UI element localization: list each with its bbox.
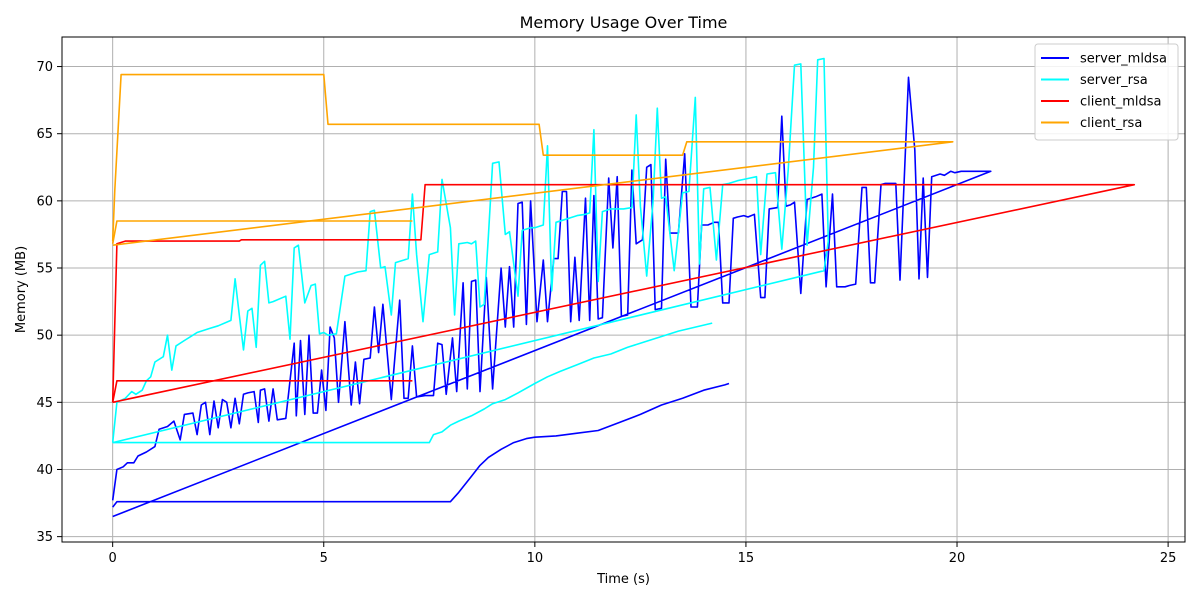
- y-tick-label: 60: [36, 194, 53, 209]
- axis-ticks: 0 5 10 15 20 25 35 40 45 50 55 60 65 70: [36, 60, 1176, 566]
- x-tick-label: 5: [320, 551, 328, 566]
- legend-box: [1034, 43, 1179, 141]
- y-tick-label: 35: [36, 530, 53, 545]
- legend-label: client_rsa: [1080, 116, 1142, 131]
- y-tick-label: 70: [36, 60, 53, 75]
- y-tick-label: 65: [36, 127, 53, 142]
- x-tick-label: 15: [738, 551, 755, 566]
- x-tick-label: 25: [1160, 551, 1177, 566]
- legend-label: server_rsa: [1080, 73, 1148, 88]
- chart-title: Memory Usage Over Time: [520, 13, 728, 32]
- x-tick-label: 10: [527, 551, 544, 566]
- plot-frame: [61, 36, 1186, 543]
- series-line-server-mldsa: [111, 76, 992, 518]
- series-lines: [111, 57, 1136, 518]
- series-line-client-rsa-b: [111, 220, 413, 244]
- series-line-client-rsa: [111, 73, 954, 246]
- series-line-server-mldsa-b: [112, 382, 730, 508]
- x-tick-label: 0: [109, 551, 117, 566]
- series-line-client-mldsa-b: [111, 379, 413, 403]
- legend-label: server_mldsa: [1080, 52, 1167, 67]
- legend-label: client_mldsa: [1080, 95, 1161, 110]
- x-tick-label: 20: [949, 551, 966, 566]
- x-axis-label: Time (s): [596, 572, 650, 587]
- y-tick-label: 40: [36, 463, 53, 478]
- y-axis-label: Memory (MB): [14, 246, 29, 333]
- series-line-server-rsa: [111, 57, 830, 444]
- y-tick-label: 45: [36, 396, 53, 411]
- series-line-server-rsa-b: [112, 322, 713, 444]
- legend: server_mldsa server_rsa client_mldsaclient…: [1034, 43, 1179, 141]
- series-line-client-mldsa: [111, 183, 1136, 404]
- y-tick-label: 50: [36, 329, 53, 344]
- y-tick-label: 55: [36, 262, 53, 277]
